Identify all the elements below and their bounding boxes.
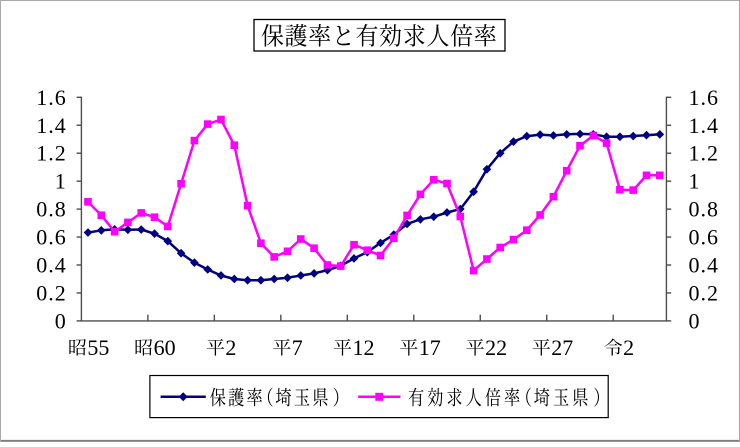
svg-text:0.8: 0.8 — [36, 197, 67, 222]
svg-text:0.4: 0.4 — [36, 253, 67, 278]
svg-text:60: 60 — [154, 335, 176, 360]
svg-text:0.6: 0.6 — [36, 225, 67, 250]
svg-text:22: 22 — [485, 335, 507, 360]
svg-text:0: 0 — [689, 308, 701, 333]
svg-text:1: 1 — [689, 169, 701, 194]
svg-text:0.4: 0.4 — [689, 253, 720, 278]
svg-text:0.2: 0.2 — [689, 280, 720, 305]
svg-text:1.4: 1.4 — [36, 113, 67, 138]
svg-text:12: 12 — [353, 335, 375, 360]
svg-text:0.6: 0.6 — [689, 225, 720, 250]
svg-text:0.2: 0.2 — [36, 280, 67, 305]
svg-text:1.6: 1.6 — [689, 85, 720, 110]
svg-text:2: 2 — [225, 335, 236, 360]
svg-text:1.2: 1.2 — [689, 141, 720, 166]
svg-text:7: 7 — [292, 335, 303, 360]
svg-text:17: 17 — [419, 335, 441, 360]
svg-text:1.6: 1.6 — [36, 85, 67, 110]
svg-text:2: 2 — [623, 335, 634, 360]
svg-text:1.4: 1.4 — [689, 113, 720, 138]
svg-text:27: 27 — [551, 335, 573, 360]
svg-text:0.8: 0.8 — [689, 197, 720, 222]
svg-text:55: 55 — [87, 335, 109, 360]
svg-text:1.2: 1.2 — [36, 141, 67, 166]
svg-text:1: 1 — [55, 169, 67, 194]
svg-text:0: 0 — [55, 308, 67, 333]
